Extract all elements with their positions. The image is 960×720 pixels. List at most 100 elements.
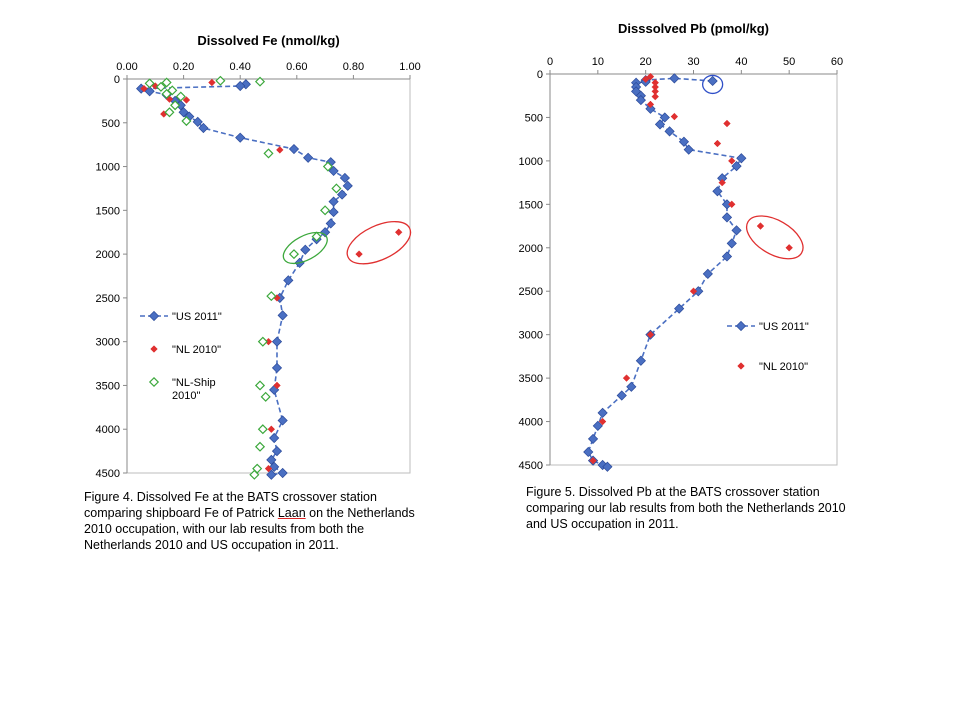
pb-legend-label: "US 2011"	[759, 321, 809, 333]
fe-x-tick-label: 0.60	[286, 61, 307, 73]
fe-series-0	[136, 79, 353, 480]
fe-legend-label: "US 2011"	[172, 311, 222, 323]
fe-legend-label: "NL 2010"	[172, 344, 221, 356]
pb-y-tick-label: 1500	[519, 199, 543, 211]
pb-data-point	[728, 200, 736, 209]
pb-data-point	[592, 420, 603, 431]
fe-data-point	[320, 205, 331, 216]
pb-x-tick-label: 20	[640, 56, 652, 68]
pb-data-point	[669, 73, 680, 84]
fe-data-point	[264, 464, 273, 473]
fe-data-point	[215, 75, 226, 86]
fe-data-point	[208, 78, 216, 87]
fe-y-tick-label: 4000	[96, 424, 120, 436]
fe-data-point	[273, 381, 281, 390]
fe-y-tick-label: 1500	[96, 205, 120, 217]
pb-series-0	[583, 73, 747, 472]
fe-data-point	[271, 336, 283, 347]
fe-data-point	[235, 80, 246, 92]
fe-legend-marker	[148, 376, 160, 388]
pb-data-point	[731, 225, 742, 236]
fe-data-point	[257, 424, 268, 435]
fe-data-point	[178, 107, 189, 118]
pb-data-point	[654, 119, 666, 130]
fe-data-point	[269, 461, 280, 472]
fe-data-point	[257, 336, 268, 347]
fe-data-point	[267, 425, 276, 433]
pb-data-point	[707, 75, 718, 87]
fe-x-tick-label: 0.40	[229, 61, 250, 73]
pb-x-tick-label: 10	[592, 56, 604, 68]
fe-highlight-ellipse	[346, 221, 412, 265]
fe-y-tick-label: 2000	[96, 249, 120, 261]
fe-data-point	[271, 446, 283, 457]
fe-data-point	[198, 122, 209, 134]
fe-data-point	[260, 391, 271, 402]
pb-chart-svg: Disssolved Pb (pmol/kg) 0 10 20 30 40 50 60 0 500…	[519, 21, 844, 472]
fe-caption-text-start: Figure 4. Dissolved Fe at the BATS cross…	[84, 490, 377, 520]
pb-chart-title: Disssolved Pb (pmol/kg)	[618, 21, 769, 36]
pb-data-point	[674, 303, 685, 314]
fe-data-point	[263, 148, 274, 159]
pb-legend-marker	[737, 362, 745, 370]
pb-y-tick-label: 1000	[519, 156, 543, 168]
fe-data-point	[271, 362, 283, 374]
pb-y-tick-label: 2000	[519, 243, 543, 255]
fe-series-2	[144, 75, 342, 480]
fe-figure-caption: Figure 4. Dissolved Fe at the BATS cross…	[84, 489, 419, 553]
pb-y-tick-label: 3500	[519, 373, 543, 385]
fe-legend-marker	[150, 345, 158, 353]
fe-data-point	[175, 91, 186, 102]
fe-data-point	[140, 84, 148, 93]
fe-data-point	[328, 206, 339, 218]
fe-data-point	[328, 165, 339, 177]
pb-data-point	[583, 446, 594, 458]
fe-data-point	[266, 454, 277, 465]
pb-data-point	[598, 417, 607, 426]
fe-y-tick-label: 1000	[96, 162, 120, 174]
fe-data-point	[342, 180, 353, 191]
fe-data-point	[320, 227, 331, 238]
fe-y-tick-label: 500	[102, 118, 120, 130]
fe-data-point	[170, 100, 181, 111]
fe-data-point	[300, 244, 311, 255]
fe-y-tick-label: 3500	[96, 380, 120, 392]
pb-data-point	[726, 238, 737, 249]
fe-data-point	[311, 231, 322, 242]
fe-data-point	[266, 291, 277, 302]
pb-data-point	[651, 92, 659, 101]
fe-data-point	[325, 218, 336, 229]
fe-data-point	[269, 432, 280, 444]
fe-y-tick-label: 2500	[96, 293, 120, 305]
fe-caption-text-end: on the Netherlands 2010 occupation, with…	[84, 506, 415, 552]
pb-data-point	[635, 94, 646, 106]
fe-data-point	[283, 275, 294, 286]
fe-series-line	[140, 83, 349, 476]
fe-data-point	[276, 146, 284, 154]
pb-data-point	[723, 119, 731, 128]
fe-data-point	[288, 249, 300, 260]
fe-plot-frame	[126, 78, 411, 474]
fe-data-point	[192, 116, 203, 127]
fe-data-point	[164, 107, 175, 118]
pb-x-tick-label: 50	[783, 56, 795, 68]
fe-data-point	[322, 161, 333, 172]
fe-data-point	[277, 467, 288, 479]
fe-legend-label: 2010"	[172, 390, 200, 402]
fe-data-point	[277, 310, 288, 321]
pb-data-point	[589, 456, 597, 465]
fe-data-point	[182, 96, 191, 104]
pb-data-point	[622, 374, 631, 382]
fe-data-point	[155, 81, 167, 92]
pb-x-tick-label: 60	[831, 56, 843, 68]
fe-data-point	[235, 132, 246, 143]
pb-data-point	[728, 157, 736, 165]
fe-data-point	[167, 85, 178, 96]
fe-data-point	[339, 172, 351, 184]
pb-x-tick-label: 30	[687, 56, 699, 68]
fe-data-point	[288, 143, 300, 155]
fe-data-point	[355, 250, 363, 258]
pb-data-point	[721, 251, 733, 262]
pb-y-tick-label: 4500	[519, 460, 543, 472]
pb-data-point	[670, 112, 679, 121]
